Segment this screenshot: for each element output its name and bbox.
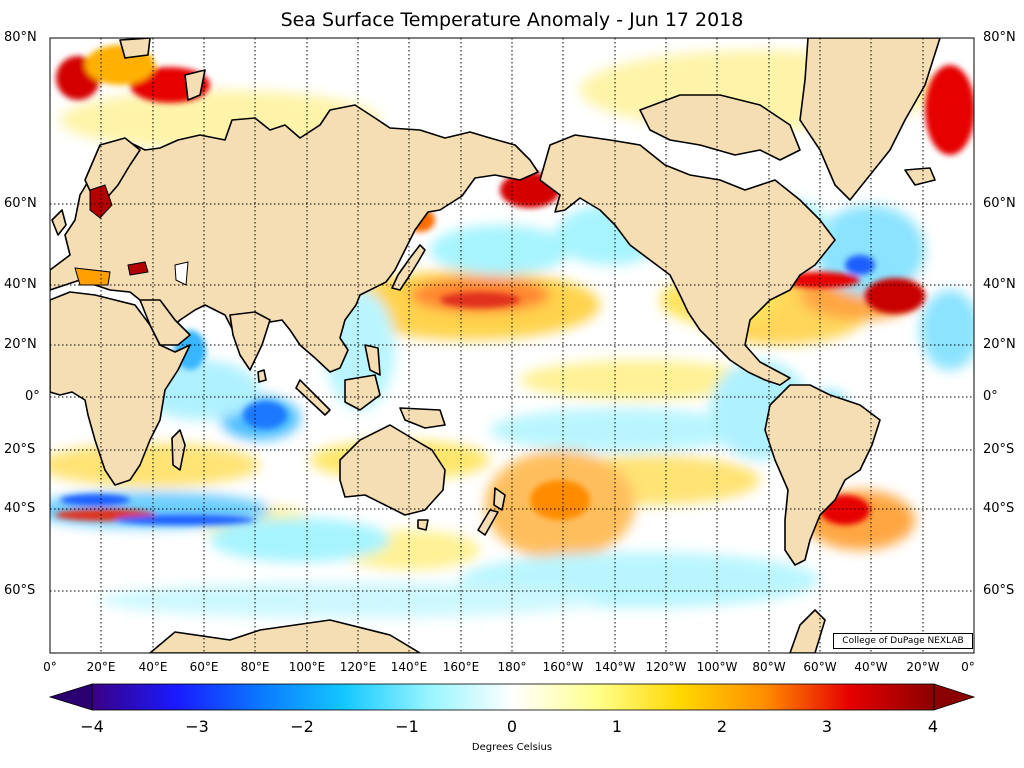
lon-label: 100°W: [696, 660, 738, 674]
graticule: [50, 37, 974, 653]
philippines: [364, 344, 381, 376]
colorbar-tick: −1: [395, 717, 419, 736]
lon-label: 20°E: [86, 660, 116, 674]
colorbar-tick: 2: [716, 717, 728, 736]
tasmania: [417, 519, 429, 531]
greenland: [799, 38, 941, 201]
lat-label: 20°S: [983, 442, 1015, 457]
lat-label: 60°S: [4, 583, 36, 598]
map-title: Sea Surface Temperature Anomaly - Jun 17…: [280, 9, 744, 31]
lon-label: 60°E: [189, 660, 219, 674]
lon-label: 80°E: [240, 660, 270, 674]
new-zealand-south: [477, 509, 499, 536]
inland-water: [74, 184, 189, 286]
lat-label: 20°S: [4, 442, 36, 457]
borneo: [344, 374, 381, 411]
lat-label: 0°: [25, 389, 40, 404]
india: [229, 311, 271, 371]
colorbar-min-arrow: [48, 683, 93, 711]
colorbar-tick: 0: [506, 717, 518, 736]
land-masses: [50, 38, 941, 653]
iceland: [904, 167, 936, 186]
sri-lanka: [257, 369, 267, 383]
lon-label: 60°W: [803, 660, 837, 674]
lon-label: 20°W: [906, 660, 940, 674]
lon-label: 140°E: [390, 660, 428, 674]
lon-label: 0°: [961, 660, 975, 674]
colorbar-tick: 3: [821, 717, 833, 736]
colorbar: [48, 683, 976, 711]
lon-label: 40°W: [854, 660, 888, 674]
lon-label: 120°E: [339, 660, 377, 674]
colorbar-tick: −2: [290, 717, 314, 736]
colorbar-tick: 4: [927, 717, 939, 736]
lon-label: 160°W: [542, 660, 584, 674]
lat-label: 60°N: [4, 196, 37, 211]
colorbar-max-arrow: [933, 683, 976, 711]
antarctica-a: [149, 619, 421, 653]
credit-label: College of DuPage NEXLAB: [833, 633, 973, 649]
colorbar-tick: −4: [80, 717, 104, 736]
lat-label: 40°S: [983, 501, 1015, 516]
canadian-arctic: [639, 94, 801, 161]
lat-label: 60°N: [983, 196, 1016, 211]
lat-label: 80°N: [4, 30, 37, 45]
uk: [51, 209, 67, 236]
lon-label: 0°: [43, 660, 57, 674]
north-america: [539, 134, 836, 386]
lat-label: 80°N: [983, 30, 1016, 45]
lon-label: 140°W: [594, 660, 636, 674]
lat-label: 20°N: [983, 337, 1016, 352]
africa: [50, 291, 191, 486]
novaya-zemlya: [184, 69, 206, 101]
lon-label: 40°E: [138, 660, 168, 674]
lat-label: 40°N: [983, 277, 1016, 292]
lat-label: 0°: [983, 389, 998, 404]
lon-label: 160°E: [442, 660, 480, 674]
lat-label: 20°N: [4, 337, 37, 352]
lon-label: 180°: [497, 660, 527, 674]
lon-label: 120°W: [645, 660, 687, 674]
colorbar-gradient: [92, 684, 934, 710]
colorbar-label: Degrees Celsius: [471, 742, 553, 753]
lon-label: 80°W: [752, 660, 786, 674]
new-zealand-north: [493, 487, 506, 511]
colorbar-tick: 1: [611, 717, 623, 736]
sumatra: [295, 379, 331, 416]
lon-label: 100°E: [288, 660, 326, 674]
lat-label: 40°N: [4, 277, 37, 292]
map-frame: [49, 37, 975, 654]
australia: [339, 424, 446, 516]
svalbard: [119, 38, 151, 59]
colorbar-tick: −3: [185, 717, 209, 736]
new-guinea: [399, 407, 446, 429]
eurasia: [50, 104, 539, 373]
lat-label: 40°S: [4, 501, 36, 516]
lat-label: 60°S: [983, 583, 1015, 598]
